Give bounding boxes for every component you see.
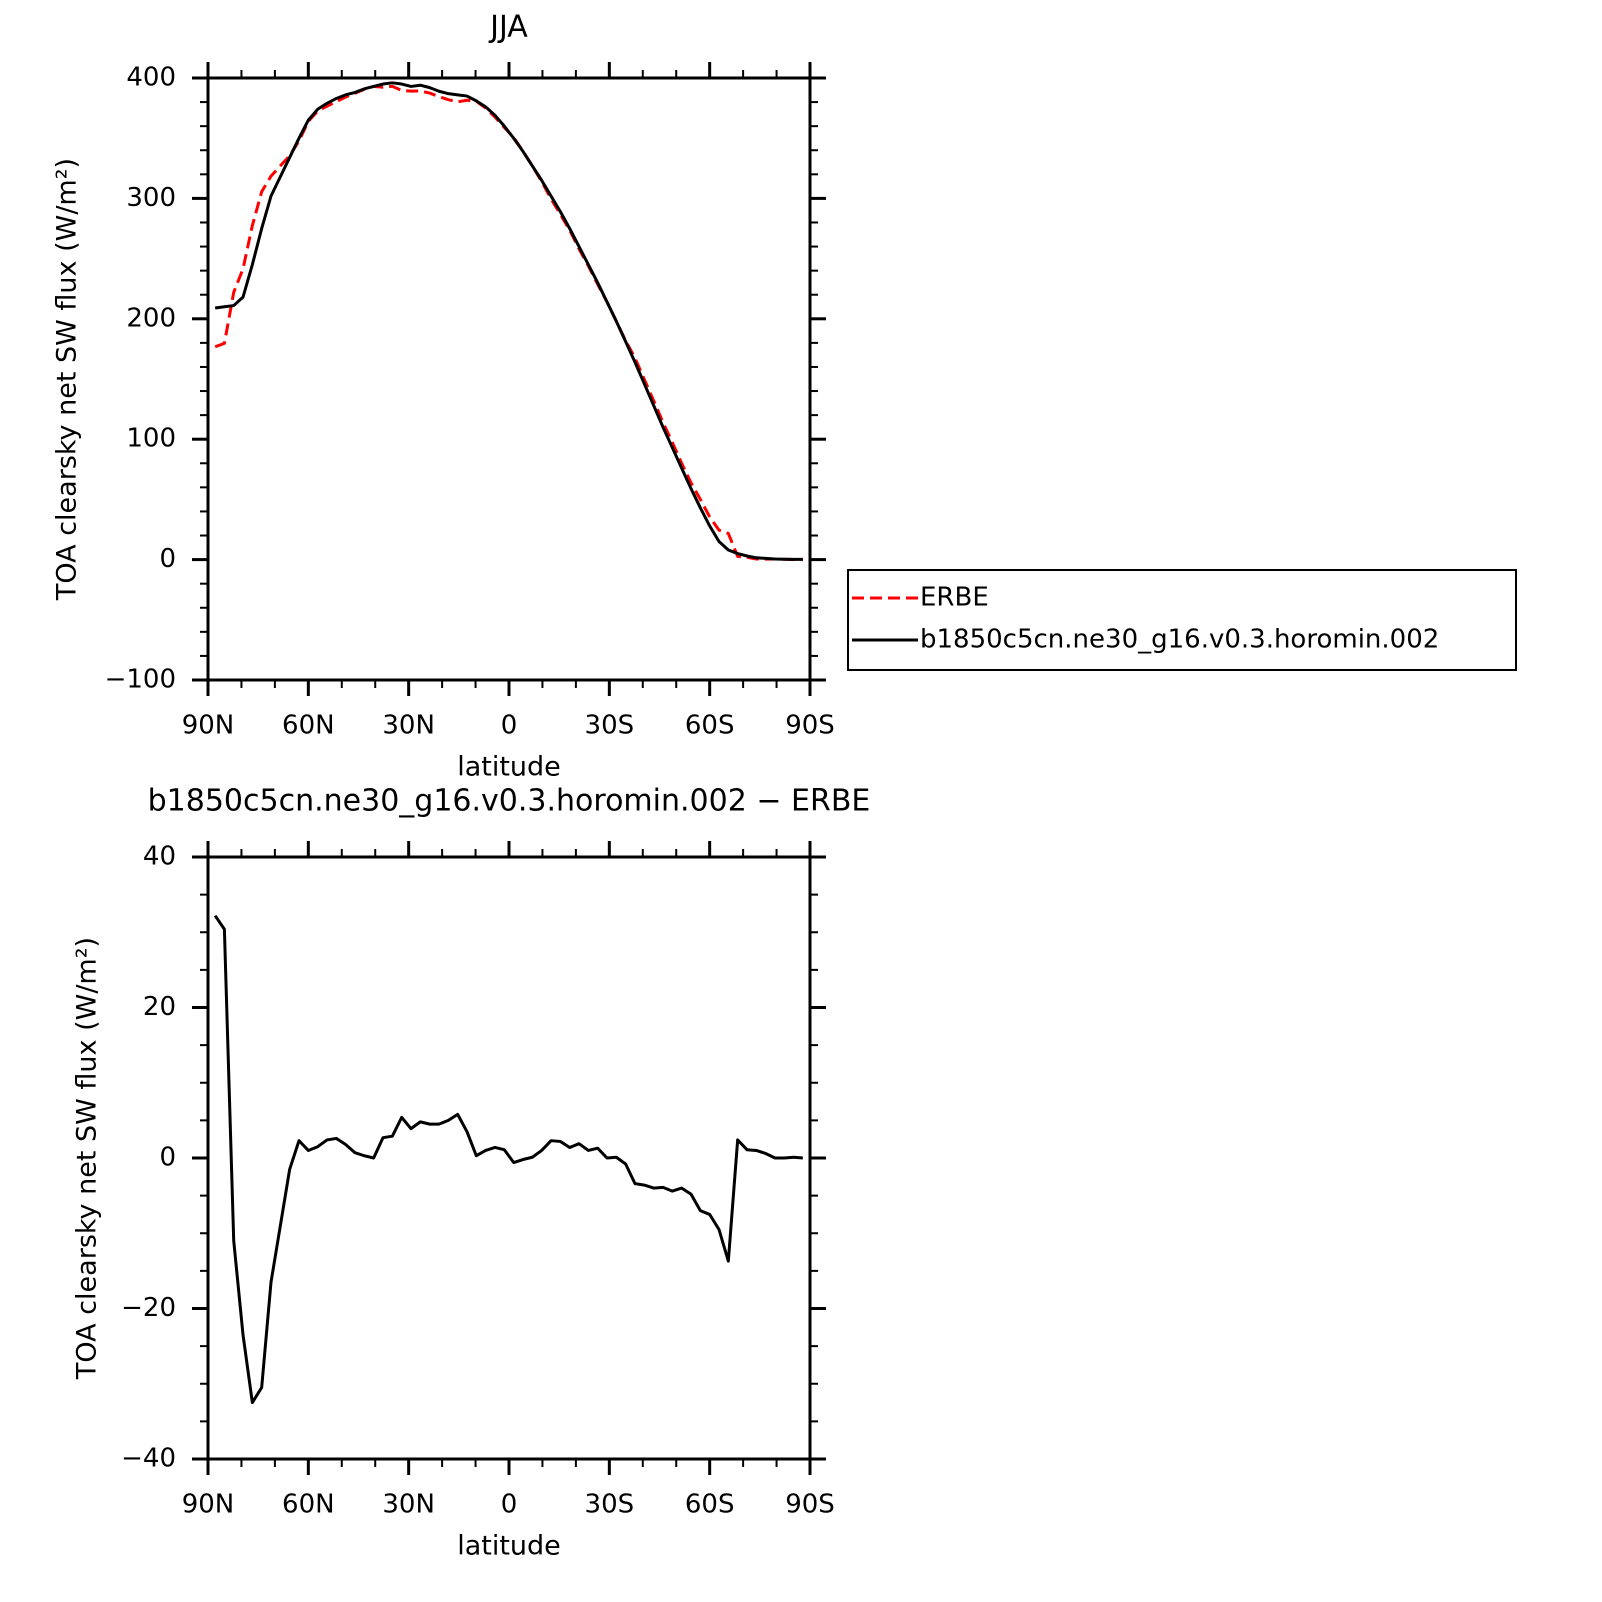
y-tick-label: −40 [121, 1444, 176, 1474]
x-tick-label: 0 [501, 1490, 518, 1520]
y-tick-label: 0 [159, 544, 176, 574]
legend-label: b1850c5cn.ne30_g16.v0.3.horomin.002 [920, 625, 1439, 655]
legend-box [847, 569, 1517, 671]
x-tick-label: 0 [501, 711, 518, 741]
x-tick-label: 30N [382, 1490, 435, 1520]
y-axis-label: TOA clearsky net SW flux (W/m²) [72, 937, 103, 1380]
y-tick-label: −20 [121, 1293, 176, 1323]
y-tick-label: 400 [126, 63, 176, 93]
y-tick-label: −100 [105, 665, 176, 695]
x-tick-label: 30N [382, 711, 435, 741]
series-line [213, 914, 803, 1405]
chart-title: JJA [488, 10, 528, 45]
y-tick-label: 100 [126, 424, 176, 454]
x-tick-label: 60S [685, 1490, 735, 1520]
y-axis-label: TOA clearsky net SW flux (W/m²) [52, 158, 83, 601]
x-tick-label: 30S [585, 711, 635, 741]
series-line [214, 84, 803, 561]
x-tick-label: 60S [685, 711, 735, 741]
x-axis-label: latitude [457, 752, 561, 783]
x-axis-label: latitude [457, 1531, 561, 1562]
series-line [214, 81, 803, 561]
x-tick-label: 90S [785, 711, 835, 741]
x-tick-label: 60N [282, 1490, 335, 1520]
x-tick-label: 90N [182, 711, 235, 741]
y-tick-label: 200 [126, 303, 176, 333]
chart-title: b1850c5cn.ne30_g16.v0.3.horomin.002 − ER… [148, 784, 871, 819]
x-tick-label: 90N [182, 1490, 235, 1520]
x-tick-label: 30S [585, 1490, 635, 1520]
y-tick-label: 300 [126, 183, 176, 213]
y-tick-label: 0 [159, 1143, 176, 1173]
y-tick-label: 40 [143, 842, 176, 872]
y-tick-label: 20 [143, 992, 176, 1022]
x-tick-label: 60N [282, 711, 335, 741]
plot-frame [206, 76, 812, 682]
x-tick-label: 90S [785, 1490, 835, 1520]
legend-label: ERBE [920, 583, 989, 613]
